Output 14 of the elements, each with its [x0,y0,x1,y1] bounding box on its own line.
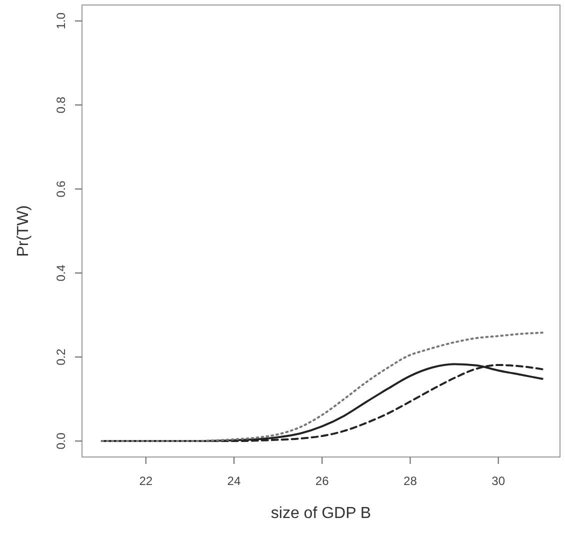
y-tick-label: 0.8 [54,96,68,114]
y-tick-label: 0.0 [54,432,68,450]
y-tick-label: 0.2 [54,348,68,366]
y-tick-label: 1.0 [54,12,68,30]
line-series [100,332,544,442]
x-tick-label: 24 [227,474,241,488]
y-axis-title: Pr(TW) [15,205,32,257]
x-tick-label: 22 [139,474,153,488]
y-tick-label: 0.4 [54,264,68,282]
y-tick-label: 0.6 [54,180,68,198]
x-tick-label: 26 [315,474,330,488]
x-axis-title: size of GDP B [270,505,372,522]
x-tick-label: 28 [404,474,418,488]
x-tick-label: 30 [492,474,506,488]
